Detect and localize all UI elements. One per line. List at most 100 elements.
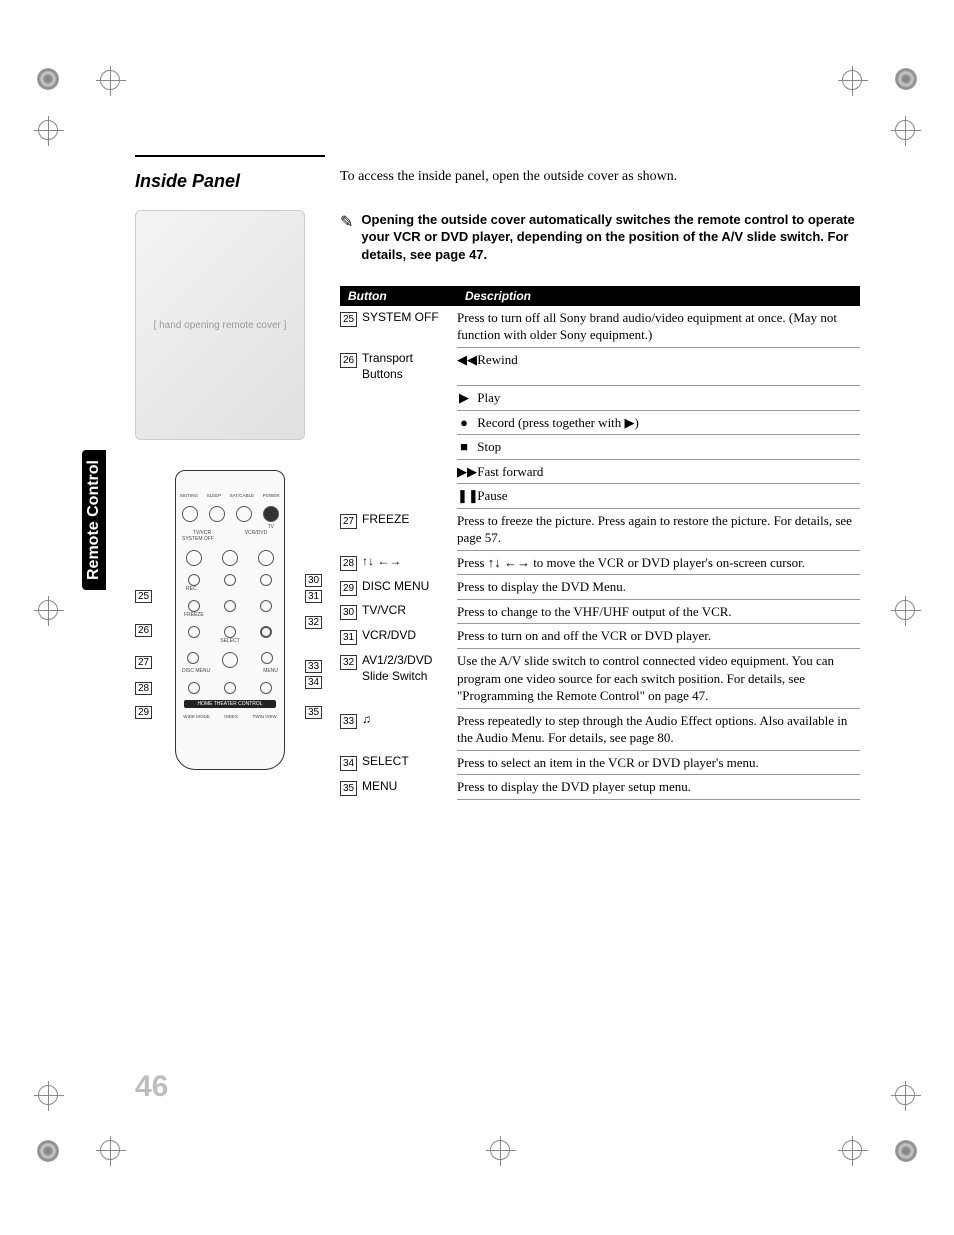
table-row: ● Record (press together with ▶) [340, 410, 860, 435]
table-row: 35MENUPress to display the DVD player se… [340, 775, 860, 800]
row-button-name [362, 459, 457, 484]
row-number: 27 [340, 508, 362, 550]
side-tab: Remote Control [82, 450, 106, 590]
note-text: Opening the outside cover automatically … [361, 211, 860, 264]
remote-label: SELECT [176, 638, 284, 644]
remote-label: INDEX [224, 714, 238, 719]
row-description: Press to select an item in the VCR or DV… [457, 750, 860, 775]
callout: 26 [135, 624, 152, 637]
callout: 31 [305, 590, 322, 603]
section-heading: Inside Panel [135, 155, 325, 192]
reg-mark [842, 1140, 862, 1160]
callout: 28 [135, 682, 152, 695]
callout: 27 [135, 656, 152, 669]
reg-corner [895, 68, 917, 90]
row-button-name: SELECT [362, 750, 457, 775]
callout: 33 [305, 660, 322, 673]
row-description: Press ↑↓ ←→ to move the VCR or DVD playe… [457, 550, 860, 575]
page-number: 46 [135, 1070, 168, 1104]
row-number [340, 459, 362, 484]
row-number: 28 [340, 550, 362, 575]
row-number: 34 [340, 750, 362, 775]
reg-mark [38, 120, 58, 140]
table-row: 31VCR/DVDPress to turn on and off the VC… [340, 624, 860, 649]
remote-label: SAT/CABLE [230, 493, 254, 498]
table-row: 30TV/VCRPress to change to the VHF/UHF o… [340, 599, 860, 624]
reg-mark [38, 1085, 58, 1105]
reg-mark [38, 600, 58, 620]
pencil-icon: ✎ [340, 212, 353, 264]
row-number [340, 410, 362, 435]
reg-corner [37, 1140, 59, 1162]
table-row: 29DISC MENUPress to display the DVD Menu… [340, 575, 860, 600]
table-row: 32AV1/2/3/DVD Slide SwitchUse the A/V sl… [340, 649, 860, 709]
reg-corner [895, 1140, 917, 1162]
table-row: ▶▶ Fast forward [340, 459, 860, 484]
row-number: 31 [340, 624, 362, 649]
row-description: ● Record (press together with ▶) [457, 410, 860, 435]
remote-label: FREEZE [176, 612, 284, 618]
row-number: 35 [340, 775, 362, 800]
table-row: 26Transport Buttons◀◀ Rewind [340, 347, 860, 385]
table-row: 28↑↓ ←→Press ↑↓ ←→ to move the VCR or DV… [340, 550, 860, 575]
reg-corner [37, 68, 59, 90]
remote-label: HOME THEATER CONTROL [184, 700, 276, 708]
transport-icon: ● [457, 414, 471, 432]
left-column: Inside Panel [ hand opening remote cover… [135, 155, 325, 780]
th-button: Button [340, 286, 457, 306]
remote-label: WIDE MODE [183, 714, 210, 719]
remote-label: REC [176, 586, 284, 592]
remote-label: POWER [263, 493, 280, 498]
callout: 30 [305, 574, 322, 587]
row-button-name: FREEZE [362, 508, 457, 550]
row-number: 30 [340, 599, 362, 624]
hand-illustration: [ hand opening remote cover ] [135, 210, 305, 440]
row-description: ▶▶ Fast forward [457, 459, 860, 484]
row-description: Press to display the DVD player setup me… [457, 775, 860, 800]
remote-diagram: 25 26 27 28 29 30 31 32 33 34 35 MUTING … [135, 470, 325, 780]
row-number: 26 [340, 347, 362, 385]
row-button-name: Transport Buttons [362, 347, 457, 385]
th-description: Description [457, 286, 860, 306]
row-description: Press repeatedly to step through the Aud… [457, 708, 860, 750]
intro-text: To access the inside panel, open the out… [340, 168, 860, 187]
button-table: Button Description 25SYSTEM OFFPress to … [340, 286, 860, 800]
row-description: ▶ Play [457, 386, 860, 411]
reg-mark [895, 1085, 915, 1105]
callout: 32 [305, 616, 322, 629]
remote-body: MUTING SLEEP SAT/CABLE POWER TV TV/VCR V… [175, 470, 285, 770]
table-row: 33♫Press repeatedly to step through the … [340, 708, 860, 750]
remote-label: VCR/DVD [245, 530, 268, 536]
row-description: ◀◀ Rewind [457, 347, 860, 385]
table-row: 27FREEZEPress to freeze the picture. Pre… [340, 508, 860, 550]
row-number: 32 [340, 649, 362, 709]
row-description: Press to freeze the picture. Press again… [457, 508, 860, 550]
remote-label: MENU [263, 668, 278, 674]
row-button-name [362, 435, 457, 460]
reg-mark [895, 120, 915, 140]
row-number [340, 484, 362, 509]
reg-mark [842, 70, 862, 90]
row-number: 25 [340, 306, 362, 348]
row-button-name: DISC MENU [362, 575, 457, 600]
remote-label: MUTING [180, 493, 198, 498]
table-row: ❚❚ Pause [340, 484, 860, 509]
row-button-name: VCR/DVD [362, 624, 457, 649]
row-button-name: SYSTEM OFF [362, 306, 457, 348]
callout: 29 [135, 706, 152, 719]
row-button-name: MENU [362, 775, 457, 800]
table-row: 25SYSTEM OFFPress to turn off all Sony b… [340, 306, 860, 348]
row-description: ■ Stop [457, 435, 860, 460]
transport-icon: ▶ [457, 389, 471, 407]
note-block: ✎ Opening the outside cover automaticall… [340, 211, 860, 264]
table-row: ■ Stop [340, 435, 860, 460]
reg-mark [895, 600, 915, 620]
row-description: Press to display the DVD Menu. [457, 575, 860, 600]
callout: 34 [305, 676, 322, 689]
callout: 25 [135, 590, 152, 603]
reg-mark [100, 70, 120, 90]
row-button-name: TV/VCR [362, 599, 457, 624]
transport-icon: ▶▶ [457, 463, 471, 481]
table-row: ▶ Play [340, 386, 860, 411]
transport-icon: ◀◀ [457, 351, 471, 369]
